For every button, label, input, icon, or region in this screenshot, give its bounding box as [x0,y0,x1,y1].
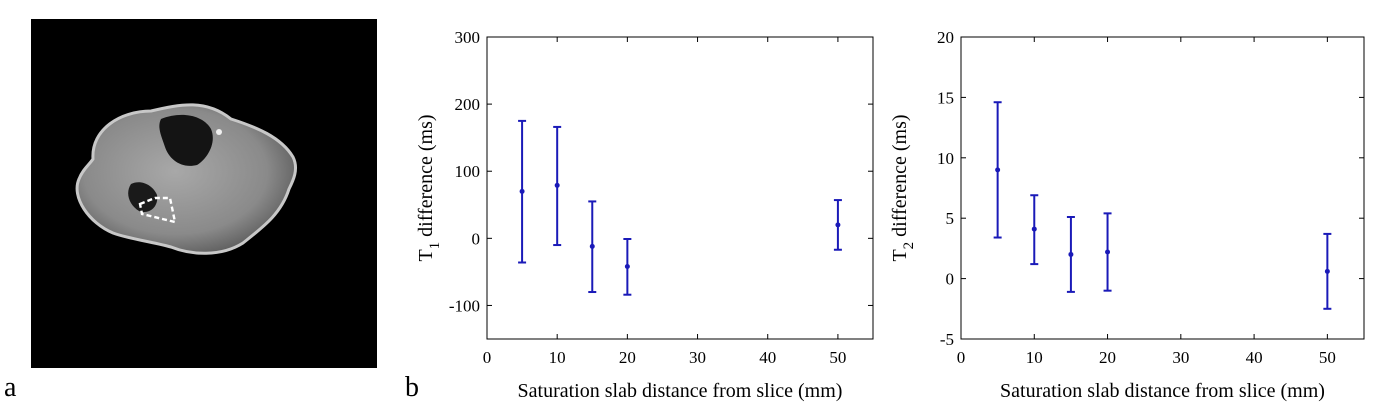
dark-region-lower [128,182,158,213]
x-tick-label: 40 [759,348,776,367]
x-tick-label: 30 [689,348,706,367]
plot-frame [960,36,1365,340]
plot-frame [486,36,874,340]
panel-label-a: a [4,372,17,403]
bright-spot [216,129,222,135]
x-tick-label: 30 [1172,348,1189,367]
roi-outline [138,196,177,224]
y-tick-label: -5 [940,330,954,349]
y-tick-label: 0 [472,229,481,248]
y-tick-label: -100 [449,296,480,315]
y-tick-label: 20 [937,28,954,47]
y-tick-label: 200 [455,95,481,114]
x-tick-label: 20 [1099,348,1116,367]
leg-outline [75,103,297,255]
x-tick-label: 50 [1319,348,1336,367]
x-tick-label: 10 [549,348,566,367]
x-tick-label: 0 [483,348,492,367]
data-point [554,182,560,188]
x-tick-label: 0 [957,348,966,367]
x-axis-label: Saturation slab distance from slice (mm) [1000,380,1325,402]
y-tick-label: 100 [455,162,481,181]
data-point [1105,249,1111,255]
panel-label-b: b [405,372,419,403]
x-tick-label: 20 [619,348,636,367]
y-tick-label: 300 [455,28,481,47]
data-point [624,264,630,270]
x-tick-label: 50 [829,348,846,367]
x-tick-label: 40 [1246,348,1263,367]
y-axis-label: T2 difference (ms) [889,114,917,261]
x-axis-label: Saturation slab distance from slice (mm) [518,380,843,402]
x-tick-label: 10 [1026,348,1043,367]
mri-image [31,19,377,368]
data-point [1031,226,1037,232]
y-tick-label: 10 [937,149,954,168]
data-point [1324,268,1330,274]
y-tick-label: 5 [946,209,955,228]
y-tick-label: 0 [946,270,955,289]
y-axis-label: T1 difference (ms) [415,114,443,261]
t1-difference-chart: 0 10 20 30 40 50 -100 0 100 200 300 Saturation slab… [415,28,874,402]
data-point [995,167,1001,173]
y-tick-label: 15 [937,88,954,107]
data-point [835,222,841,228]
data-point [519,188,525,194]
data-point [1068,251,1074,257]
dark-region [159,114,213,166]
data-point [589,243,595,249]
